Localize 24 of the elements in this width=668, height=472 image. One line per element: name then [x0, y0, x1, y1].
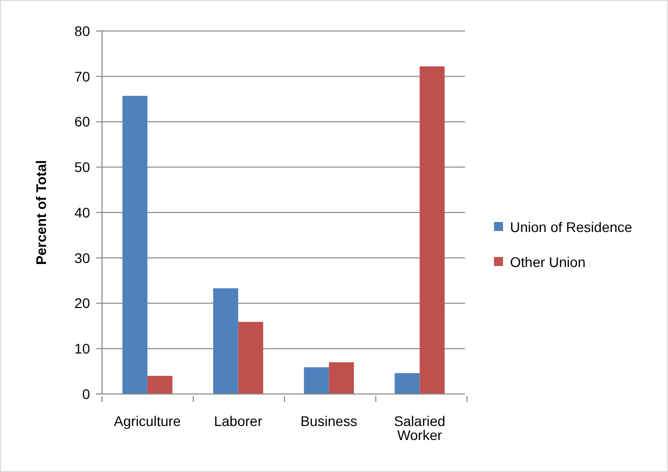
bar — [304, 367, 329, 394]
y-tick-label: 10 — [74, 340, 90, 357]
bar — [328, 362, 354, 394]
y-tick-label: 60 — [74, 114, 90, 130]
x-tick-label: Laborer — [214, 412, 263, 429]
y-tick-label: 70 — [74, 68, 90, 84]
y-tick-label: 50 — [74, 159, 90, 176]
x-tick-label: Business — [300, 412, 358, 429]
bar — [122, 96, 148, 394]
legend-label: Other Union — [510, 254, 586, 270]
y-tick-label: 0 — [82, 386, 90, 402]
bar — [394, 373, 420, 394]
y-axis-title: Percent of Total — [32, 160, 49, 265]
y-tick-label: 20 — [74, 295, 90, 312]
x-tick-label: Agriculture — [114, 412, 182, 429]
y-tick-label: 80 — [74, 22, 90, 39]
legend-label: Union of Residence — [510, 218, 632, 234]
y-tick-label: 30 — [74, 250, 90, 266]
bar — [213, 288, 238, 394]
bar — [147, 376, 172, 394]
bar — [420, 66, 445, 394]
x-tick-label: Salaried Worker — [394, 412, 446, 443]
bar — [238, 322, 264, 394]
y-tick-label: 40 — [74, 204, 90, 220]
